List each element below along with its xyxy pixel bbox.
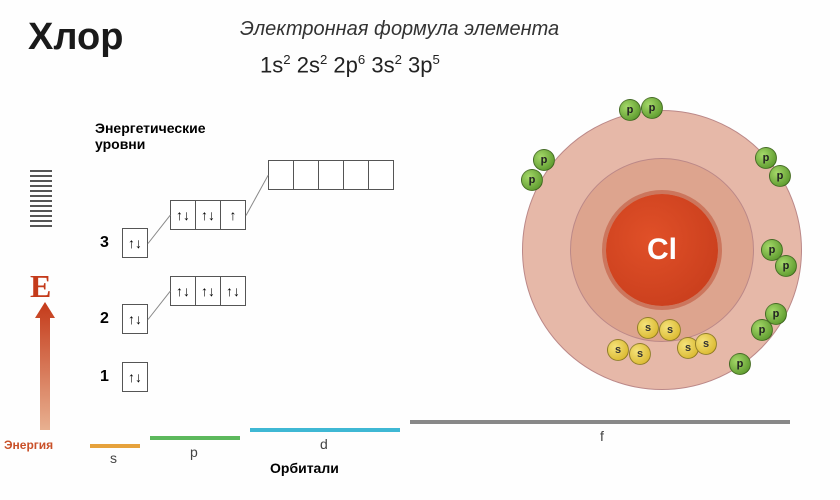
orbital-box: ↑↓ (122, 304, 148, 334)
orbital-row: ↑↓↑↓↑↓ (170, 276, 246, 306)
sublevel-bar-d (250, 428, 400, 432)
electron-s: s (695, 333, 717, 355)
level-number: 1 (100, 368, 109, 386)
electron-s: s (637, 317, 659, 339)
orbital-row: ↑↓ (122, 362, 148, 392)
orbital-box: ↑ (220, 200, 246, 230)
orbital-connector (246, 175, 269, 215)
orbital-row: ↑↓↑↓↑ (170, 200, 246, 230)
level-number: 2 (100, 310, 109, 328)
sublevel-bar-f (410, 420, 790, 424)
electron-p: p (521, 169, 543, 191)
page-title: Хлор (28, 16, 123, 59)
electron-s: s (659, 319, 681, 341)
orbital-box (318, 160, 344, 190)
energy-label: Энергия (4, 438, 53, 452)
sublevel-label-f: f (600, 428, 604, 444)
electron-p: p (533, 149, 555, 171)
electron-s: s (629, 343, 651, 365)
orbital-box: ↑↓ (220, 276, 246, 306)
electron-formula: 1s2 2s2 2p6 3s2 3p5 (260, 52, 440, 78)
orbital-box: ↑↓ (170, 200, 196, 230)
energy-arrow-icon (32, 302, 58, 438)
sublevel-bar-s (90, 444, 140, 448)
electron-s: s (607, 339, 629, 361)
orbital-box (368, 160, 394, 190)
orbitals-label: Орбитали (270, 460, 339, 476)
energy-symbol: E (30, 268, 51, 305)
sublevel-bar-p (150, 436, 240, 440)
orbital-row (268, 160, 394, 190)
sublevel-label-d: d (320, 436, 328, 452)
orbital-box: ↑↓ (122, 362, 148, 392)
electron-p: p (641, 97, 663, 119)
orbital-box (343, 160, 369, 190)
orbital-box: ↑↓ (170, 276, 196, 306)
electron-p: p (619, 99, 641, 121)
orbital-row: ↑↓ (122, 304, 148, 334)
levels-label-line1: Энергетические (95, 120, 206, 136)
sublevel-label-s: s (110, 450, 117, 466)
nucleus: Cl (606, 194, 718, 306)
orbital-connector (148, 215, 171, 244)
orbital-box (293, 160, 319, 190)
orbital-box: ↑↓ (122, 228, 148, 258)
orbital-box: ↑↓ (195, 276, 221, 306)
level-number: 3 (100, 234, 109, 252)
formula-subtitle: Электронная формула элемента (240, 18, 559, 41)
orbital-row: ↑↓ (122, 228, 148, 258)
sublevel-label-p: p (190, 444, 198, 460)
electron-p: p (769, 165, 791, 187)
electron-p: p (765, 303, 787, 325)
levels-label: Энергетические уровни (95, 120, 206, 152)
orbital-box (268, 160, 294, 190)
orbital-connector (148, 291, 171, 320)
electron-p: p (729, 353, 751, 375)
energy-ladder (30, 170, 52, 230)
levels-label-line2: уровни (95, 136, 206, 152)
orbital-box: ↑↓ (195, 200, 221, 230)
electron-p: p (775, 255, 797, 277)
